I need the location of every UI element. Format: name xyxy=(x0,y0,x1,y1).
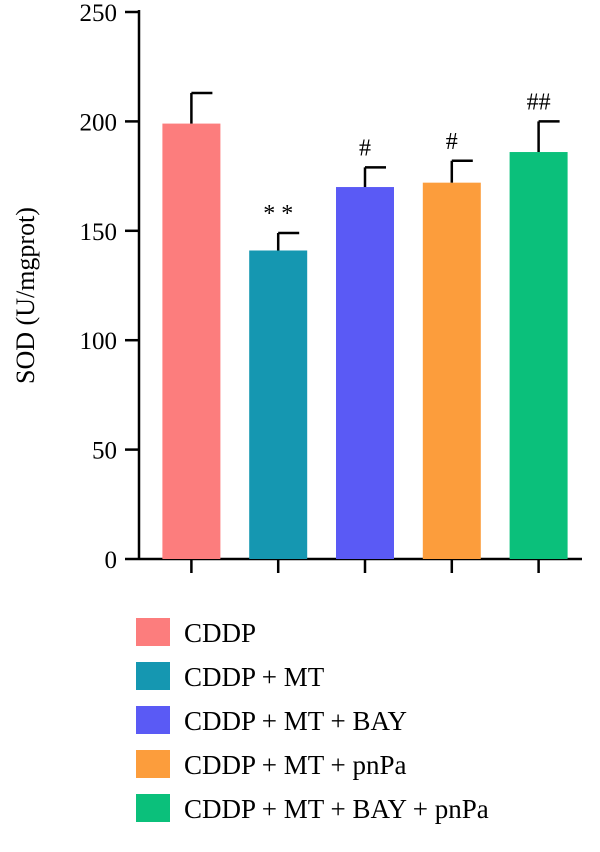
y-tick-label: 50 xyxy=(92,438,117,465)
legend-swatch-1 xyxy=(136,618,170,646)
bar-1 xyxy=(162,123,221,559)
bar-3 xyxy=(336,187,394,560)
legend-swatch-3 xyxy=(136,706,170,734)
significance-mark-5: ## xyxy=(527,89,551,115)
legend-swatch-4 xyxy=(136,750,170,778)
legend-label-4: CDDP + MT + pnPa xyxy=(184,750,407,780)
y-tick-label: 0 xyxy=(105,547,118,574)
y-tick-label: 150 xyxy=(80,219,118,246)
bar-2 xyxy=(249,250,308,559)
y-tick-label: 250 xyxy=(80,0,118,27)
legend-label-3: CDDP + MT + BAY xyxy=(184,706,407,736)
y-tick-label: 200 xyxy=(80,109,118,136)
y-axis-label: SOD (U/mgprot) xyxy=(11,207,40,384)
significance-mark-4: # xyxy=(446,129,458,155)
y-tick-label: 100 xyxy=(80,328,118,355)
significance-mark-3: # xyxy=(359,135,371,161)
legend-label-1: CDDP xyxy=(184,618,256,648)
bar-4 xyxy=(422,182,481,559)
bar-5 xyxy=(509,152,568,560)
legend-swatch-2 xyxy=(136,662,170,690)
legend-label-2: CDDP + MT xyxy=(184,662,325,692)
legend-swatch-5 xyxy=(136,794,170,822)
significance-mark-2: * * xyxy=(263,201,293,227)
legend-label-5: CDDP + MT + BAY + pnPa xyxy=(184,794,489,824)
